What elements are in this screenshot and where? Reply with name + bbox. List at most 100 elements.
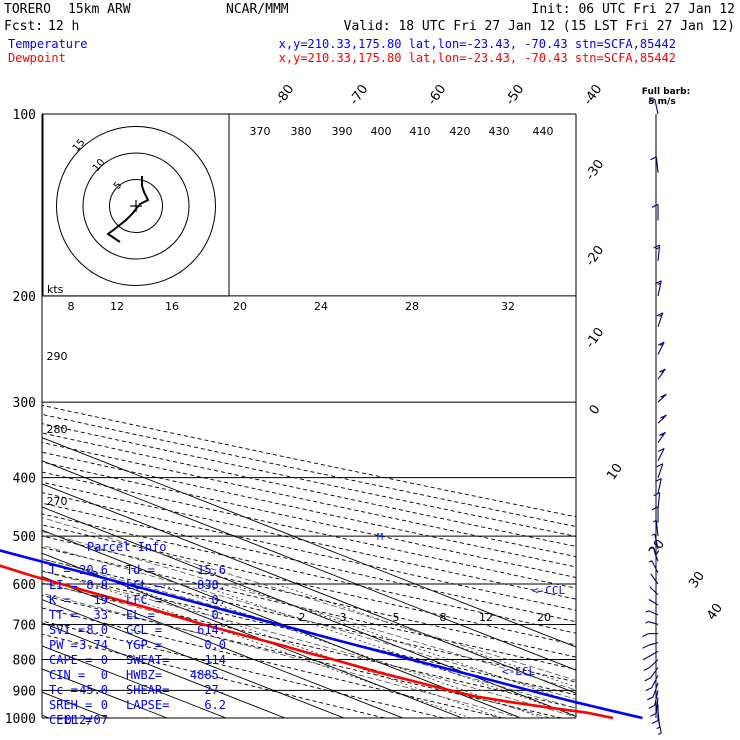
valid-time: Valid: 18 UTC Fri 27 Jan 12 (15 LST Fri … — [344, 19, 735, 34]
wind-barb — [651, 506, 659, 523]
parcel-info-cell: 012/07 — [65, 713, 108, 727]
wind-barb — [642, 642, 659, 649]
moist-adiabat-line — [42, 592, 522, 718]
parcel-info-cell: T = — [49, 563, 71, 577]
hodograph-ring-label: 5 — [112, 180, 125, 192]
wind-barb — [657, 368, 666, 380]
theta-label: 440 — [533, 125, 554, 138]
isotherm-label: -70 — [347, 82, 371, 108]
wind-barb-half-flag — [645, 610, 649, 613]
forecast-label: Fcst: — [4, 19, 43, 34]
mixing-ratio-label: 16 — [165, 300, 179, 313]
ccl-marker: <-CCL — [532, 584, 565, 597]
wind-barb-flag — [650, 712, 657, 717]
wind-barb — [653, 519, 659, 537]
mixing-ratio-label: 24 — [314, 300, 328, 313]
wind-barb-shaft — [648, 642, 659, 646]
wind-barb-flag — [655, 280, 662, 285]
wind-barb — [649, 586, 659, 596]
dry-adiabat-line — [42, 535, 576, 658]
wind-barb-flag — [643, 666, 650, 671]
legend-dewpoint-name: Dewpoint — [8, 51, 66, 65]
wind-barb-flag — [642, 633, 649, 638]
wind-barb-flag — [651, 720, 659, 725]
plot-series — [0, 549, 643, 720]
wind-barb-shaft — [649, 586, 659, 596]
wind-barb-shaft — [657, 492, 661, 509]
isotherm-label: -80 — [273, 82, 297, 108]
isotherm-line — [42, 552, 463, 718]
parcel-info-cell: 33 — [94, 608, 108, 622]
markers: <-CCL <-LCL M — [377, 532, 565, 678]
pressure-tick-label: 200 — [13, 290, 36, 305]
parcel-info-cell: 8.0 — [86, 623, 108, 637]
wind-barb-shaft — [654, 690, 659, 706]
wind-barb-flag — [651, 203, 659, 208]
parcel-info-rows: T = 20.6 Td = 15.6 LI = 8.8 LCL = 838. K = 19 LFC … — [49, 563, 226, 727]
wind-barb-flag — [659, 431, 666, 436]
parcel-info-cell: EL = — [126, 608, 155, 622]
wind-barb-shaft — [657, 463, 664, 478]
parcel-info-title: Parcel Info — [87, 540, 166, 554]
wind-barb — [651, 533, 659, 550]
wind-barb-half-flag — [656, 246, 660, 250]
isotherm-line — [42, 506, 576, 717]
model-resolution: 15km ARW — [68, 2, 131, 17]
mixing-ratio-label: 8 — [440, 611, 447, 624]
wind-barb — [642, 650, 659, 661]
wind-barb-shaft — [654, 533, 659, 550]
wind-barb-shaft — [648, 599, 659, 606]
wind-barb-flag — [645, 687, 653, 692]
theta-label: 420 — [450, 125, 471, 138]
parcel-info-cell: CCL = — [126, 623, 162, 637]
isotherm-label: -40 — [581, 82, 605, 108]
wind-barb-flag — [651, 506, 659, 511]
parcel-info: Parcel Info T = 20.6 Td = 15.6 LI = 8.8 LCL = 8… — [49, 540, 226, 727]
dry-adiabat-line — [42, 546, 576, 670]
wind-barb-half-flag — [649, 546, 654, 550]
wind-barb-half-flag — [657, 282, 662, 286]
isotherm-label: -30 — [583, 157, 607, 183]
wind-barb-half-flag — [661, 433, 665, 436]
mixing-ratio-line — [90, 583, 471, 718]
mixing-ratio-label: 28 — [405, 300, 419, 313]
wind-barb-flag — [656, 312, 664, 317]
isotherm-label: -10 — [583, 325, 607, 351]
wind-barb-shaft — [648, 621, 659, 625]
wind-barb-half-flag — [653, 519, 657, 523]
forecast-hour: 12 h — [48, 19, 79, 34]
parcel-info-cell: SREH = — [49, 698, 92, 712]
dry-adiabat-line — [42, 620, 444, 718]
wind-barb — [657, 341, 665, 355]
legend-dewpoint-info: x,y=210.33,175.80 lat,lon=-23.43, -70.43… — [279, 51, 676, 65]
hodograph-ring — [56, 126, 216, 286]
wind-barb-flag — [646, 696, 654, 701]
parcel-info-cell: 0 — [101, 668, 108, 682]
parcel-info-cell: K = — [49, 593, 71, 607]
wind-barb-half-flag — [645, 621, 649, 624]
lcl-marker: <-LCL — [502, 665, 535, 678]
dry-adiabat-line — [42, 461, 576, 578]
dry-adiabat-line — [42, 582, 576, 709]
legend-temperature-name: Temperature — [8, 37, 87, 51]
parcel-info-cell: 45.0 — [79, 683, 108, 697]
isotherm-label: 20 — [646, 537, 668, 559]
mixing-ratio-label: 32 — [501, 300, 515, 313]
parcel-info-cell: HWBZ= — [126, 668, 162, 682]
wind-barb — [655, 280, 662, 296]
theta-label: 390 — [332, 125, 353, 138]
wind-barb-shaft — [651, 560, 659, 574]
theta-label: 290 — [47, 350, 68, 363]
isotherm-label: 40 — [704, 601, 726, 623]
parcel-info-cell: 3.74 — [79, 638, 108, 652]
pressure-tick-label: 1000 — [5, 712, 36, 727]
parcel-info-cell: 0. — [212, 593, 226, 607]
wind-barb — [648, 560, 659, 574]
isotherm-line — [42, 460, 576, 671]
dry-adiabat-line — [42, 492, 576, 611]
parcel-info-cell: 0. — [212, 608, 226, 622]
wind-barb-flag — [642, 656, 650, 661]
pressure-tick-label: 900 — [13, 684, 36, 699]
wind-barb — [657, 393, 667, 403]
